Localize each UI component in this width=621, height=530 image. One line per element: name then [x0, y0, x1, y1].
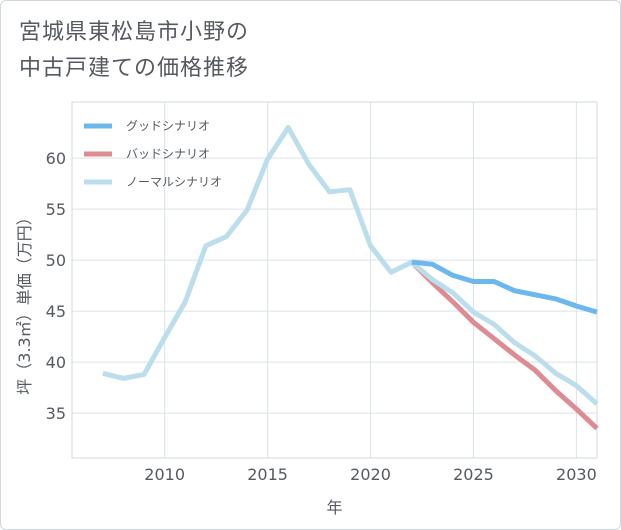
- y-tick-label: 40: [46, 353, 66, 372]
- legend-label: グッドシナリオ: [126, 119, 210, 133]
- series-line-bad: [409, 260, 599, 431]
- x-tick-label: 2025: [453, 465, 494, 484]
- legend-item-bad: バッドシナリオ: [84, 147, 210, 161]
- x-tick-label: 2015: [247, 465, 288, 484]
- plot-frame: [71, 101, 598, 459]
- y-axis-title: 坪（3.3㎡）単価（万円）: [15, 209, 34, 394]
- series-line-good: [411, 259, 598, 315]
- legend-label: ノーマルシナリオ: [126, 175, 222, 189]
- x-axis-title: 年: [326, 498, 342, 517]
- series-lines: [102, 125, 599, 431]
- x-tick-label: 2020: [350, 465, 391, 484]
- y-axis-ticks: 35 40 45 50 55 60: [46, 149, 66, 423]
- y-tick-label: 50: [46, 251, 66, 270]
- x-axis-ticks: 2010 2015 2020 2025 2030: [144, 465, 596, 484]
- legend-item-normal: ノーマルシナリオ: [84, 175, 222, 189]
- y-tick-label: 60: [46, 149, 66, 168]
- y-tick-label: 45: [46, 302, 66, 321]
- x-tick-label: 2030: [556, 465, 597, 484]
- x-tick-label: 2010: [144, 465, 185, 484]
- y-tick-label: 35: [46, 404, 66, 423]
- y-tick-label: 55: [46, 200, 66, 219]
- legend-item-good: グッドシナリオ: [84, 119, 210, 133]
- series-line-normal: [102, 125, 599, 406]
- chart-title: 宮城県東松島市小野の 中古戸建ての価格推移: [19, 20, 250, 81]
- legend-label: バッドシナリオ: [126, 147, 210, 161]
